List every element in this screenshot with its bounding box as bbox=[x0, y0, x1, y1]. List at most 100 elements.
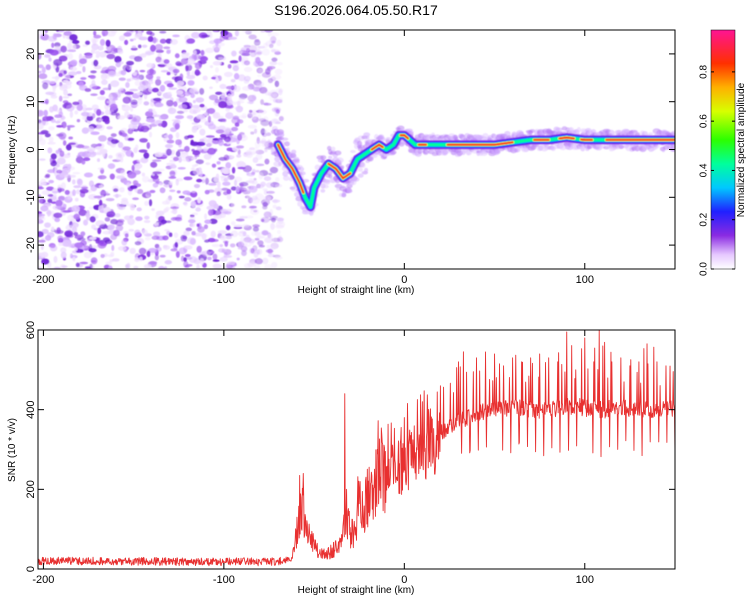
noise-blob bbox=[118, 35, 126, 42]
noise-blob bbox=[223, 255, 233, 258]
noise-blob bbox=[191, 156, 196, 160]
noise-blob bbox=[89, 236, 97, 240]
noise-blob bbox=[205, 143, 212, 148]
noise-blob bbox=[206, 147, 216, 155]
noise-blob bbox=[149, 32, 155, 37]
noise-blob bbox=[190, 93, 195, 99]
noise-blob bbox=[77, 178, 83, 186]
noise-blob bbox=[97, 175, 107, 180]
noise-blob bbox=[81, 186, 89, 190]
noise-blob bbox=[207, 115, 211, 123]
noise-blob bbox=[246, 170, 250, 175]
noise-blob bbox=[258, 69, 264, 74]
noise-blob bbox=[230, 155, 235, 159]
noise-blob bbox=[159, 84, 166, 92]
noise-blob bbox=[163, 180, 171, 185]
ridge-halo bbox=[672, 144, 675, 150]
noise-blob bbox=[38, 266, 43, 269]
noise-blob bbox=[256, 183, 265, 189]
noise-blob bbox=[168, 134, 173, 140]
noise-blob bbox=[45, 64, 51, 71]
noise-blob bbox=[166, 49, 172, 52]
noise-blob bbox=[117, 141, 124, 149]
noise-blob bbox=[109, 173, 115, 180]
noise-blob bbox=[38, 239, 46, 243]
noise-blob bbox=[247, 101, 254, 105]
noise-blob bbox=[120, 169, 126, 176]
noise-blob bbox=[183, 257, 187, 262]
noise-blob bbox=[141, 44, 148, 48]
noise-blob bbox=[208, 200, 217, 207]
noise-blob bbox=[215, 76, 219, 84]
noise-blob bbox=[159, 187, 166, 194]
noise-blob bbox=[48, 126, 55, 131]
noise-blob bbox=[87, 126, 95, 132]
noise-blob bbox=[97, 167, 105, 170]
noise-blob bbox=[149, 261, 158, 265]
noise-blob bbox=[105, 39, 111, 47]
noise-blob bbox=[239, 183, 244, 187]
noise-blob bbox=[164, 229, 170, 232]
noise-blob bbox=[210, 239, 219, 242]
noise-blob bbox=[54, 46, 61, 51]
noise-blob bbox=[250, 248, 255, 254]
noise-blob bbox=[75, 189, 81, 195]
noise-blob bbox=[67, 93, 73, 97]
noise-blob bbox=[194, 62, 202, 70]
noise-blob bbox=[181, 52, 189, 59]
noise-blob bbox=[257, 240, 264, 246]
ridge-halo bbox=[357, 167, 363, 172]
noise-blob bbox=[46, 209, 51, 217]
noise-blob bbox=[38, 134, 43, 142]
noise-blob bbox=[129, 38, 134, 42]
noise-blob bbox=[205, 47, 215, 54]
noise-blob bbox=[225, 162, 232, 169]
noise-blob bbox=[74, 242, 84, 248]
noise-blob bbox=[196, 264, 200, 269]
noise-blob bbox=[68, 136, 74, 140]
noise-blob bbox=[138, 247, 147, 255]
noise-blob bbox=[44, 98, 49, 105]
noise-blob bbox=[107, 224, 115, 230]
ridge-halo bbox=[531, 143, 540, 148]
noise-blob bbox=[97, 148, 103, 156]
noise-blob bbox=[269, 215, 278, 219]
noise-blob bbox=[38, 216, 45, 219]
noise-blob bbox=[107, 70, 117, 77]
noise-blob bbox=[268, 39, 273, 43]
noise-blob bbox=[254, 231, 261, 237]
noise-blob bbox=[155, 56, 162, 63]
noise-blob bbox=[131, 45, 137, 49]
colorbar-label: Normalized spectral amplitude bbox=[736, 82, 747, 217]
noise-blob bbox=[166, 148, 172, 156]
noise-blob bbox=[145, 82, 151, 89]
ridge-halo bbox=[380, 136, 386, 142]
noise-blob bbox=[145, 190, 152, 196]
noise-blob bbox=[172, 68, 180, 74]
ridge-halo bbox=[291, 149, 297, 155]
noise-blob bbox=[145, 51, 155, 56]
noise-blob bbox=[194, 69, 200, 76]
noise-blob bbox=[76, 154, 82, 158]
ridge-halo bbox=[330, 146, 336, 151]
noise-blob bbox=[230, 230, 239, 238]
noise-blob bbox=[159, 30, 167, 34]
noise-blob bbox=[223, 177, 228, 182]
noise-blob bbox=[138, 36, 148, 41]
noise-blob bbox=[272, 182, 280, 186]
noise-blob bbox=[89, 75, 96, 80]
colorbar-tick-label: 0.4 bbox=[699, 163, 710, 177]
noise-blob bbox=[38, 70, 42, 74]
ridge-halo bbox=[279, 132, 285, 137]
noise-blob bbox=[128, 123, 138, 130]
noise-blob bbox=[263, 190, 269, 195]
noise-blob bbox=[91, 245, 99, 249]
noise-blob bbox=[124, 233, 129, 238]
chart-title: S196.2026.064.05.50.R17 bbox=[274, 2, 438, 18]
noise-blob bbox=[143, 152, 150, 159]
noise-blob bbox=[91, 43, 99, 51]
noise-blob bbox=[212, 263, 222, 269]
noise-blob bbox=[148, 123, 158, 127]
noise-blob bbox=[41, 258, 50, 265]
noise-blob bbox=[145, 118, 155, 123]
